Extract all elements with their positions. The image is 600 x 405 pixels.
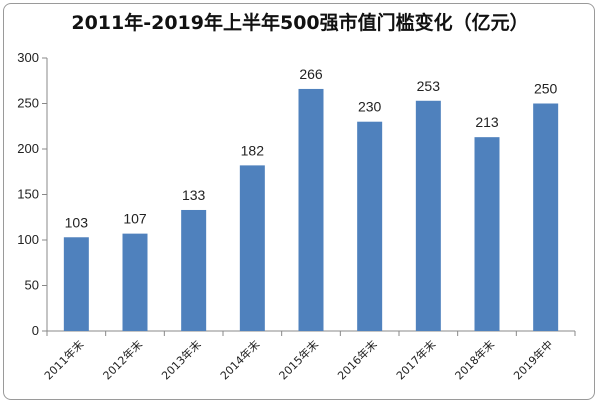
data-label: 253 bbox=[417, 78, 441, 94]
data-label: 182 bbox=[241, 142, 265, 158]
data-label: 133 bbox=[182, 187, 206, 203]
y-tick-label: 100 bbox=[17, 232, 39, 247]
y-tick-label: 150 bbox=[17, 187, 39, 202]
data-label: 266 bbox=[299, 66, 323, 82]
x-tick-label: 2013年末 bbox=[159, 337, 204, 382]
x-tick-label: 2011年末 bbox=[41, 337, 86, 382]
y-tick-label: 50 bbox=[25, 278, 39, 293]
bar bbox=[239, 165, 265, 331]
data-label: 213 bbox=[475, 114, 499, 130]
x-tick-label: 2019年中 bbox=[511, 337, 556, 382]
data-label: 103 bbox=[65, 214, 89, 230]
bar bbox=[298, 88, 324, 331]
bar bbox=[357, 121, 383, 331]
bar bbox=[181, 209, 207, 331]
data-label: 230 bbox=[358, 99, 382, 115]
x-tick-label: 2016年末 bbox=[335, 337, 380, 382]
x-tick-label: 2014年末 bbox=[217, 337, 262, 382]
bar bbox=[63, 237, 89, 331]
y-tick-label: 300 bbox=[17, 50, 39, 65]
x-tick-label: 2015年末 bbox=[276, 337, 321, 382]
chart-title: 2011年-2019年上半年500强市值门槛变化（亿元） bbox=[71, 12, 529, 34]
x-tick-label: 2012年末 bbox=[100, 337, 145, 382]
y-tick-label: 200 bbox=[17, 141, 39, 156]
x-tick-label: 2018年末 bbox=[452, 337, 497, 382]
bar bbox=[474, 137, 500, 331]
y-tick-label: 0 bbox=[32, 323, 39, 338]
bar bbox=[533, 103, 559, 331]
data-label: 250 bbox=[534, 81, 558, 97]
bar bbox=[415, 100, 441, 332]
bar bbox=[122, 233, 148, 331]
data-label: 107 bbox=[123, 211, 147, 227]
x-tick-label: 2017年末 bbox=[393, 337, 438, 382]
y-tick-label: 250 bbox=[17, 96, 39, 111]
